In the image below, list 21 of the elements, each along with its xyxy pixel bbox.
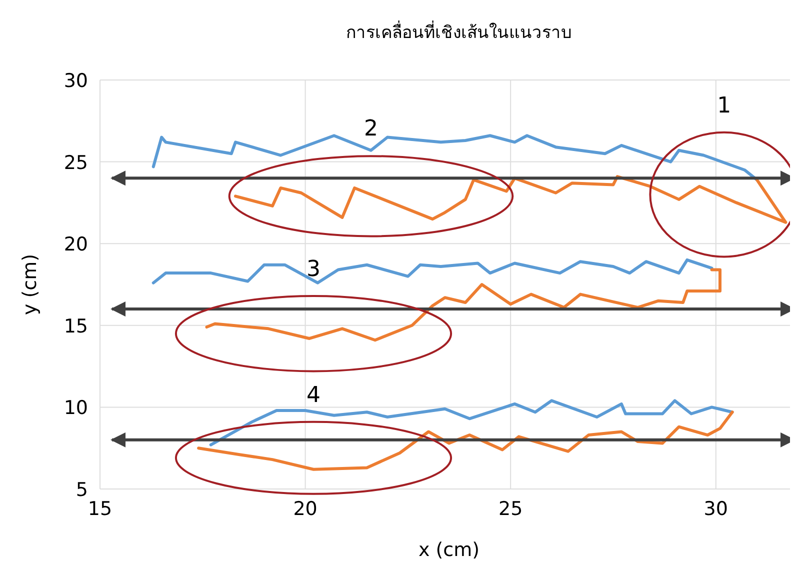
x-tick-label: 30	[704, 498, 728, 520]
chart-title: การเคลื่อนที่เชิงเส้นในแนวราบ	[346, 20, 572, 43]
line-series	[197, 410, 734, 471]
line-series	[152, 134, 758, 182]
y-tick-label: 5	[76, 479, 88, 501]
y-axis-title: y (cm)	[19, 254, 41, 316]
line-series	[234, 175, 788, 224]
y-tick-label: 20	[64, 234, 88, 256]
line-series	[152, 258, 714, 284]
annotation: 1	[717, 94, 732, 119]
y-tick-label: 15	[64, 315, 88, 338]
y-tick-label: 30	[64, 70, 88, 92]
y-tick-label: 10	[64, 397, 88, 420]
y-tick-label: 25	[64, 152, 88, 174]
annotation: 2	[364, 116, 378, 142]
x-tick-label: 20	[293, 498, 318, 520]
x-axis-title: x (cm)	[418, 539, 480, 561]
annotation: 3	[306, 257, 321, 282]
annotation: 4	[306, 383, 321, 408]
x-tick-label: 25	[498, 498, 523, 520]
x-tick-label: 15	[88, 498, 112, 520]
